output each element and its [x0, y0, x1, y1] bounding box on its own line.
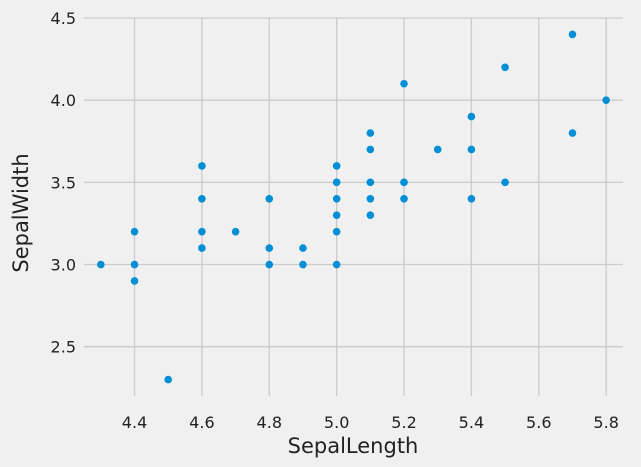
x-tick-label: 4.6 [189, 413, 214, 432]
data-point [265, 260, 274, 269]
y-tick-label: 3.5 [51, 173, 76, 192]
x-tick-label: 4.4 [122, 413, 147, 432]
data-point [400, 79, 408, 88]
data-point [198, 194, 206, 203]
data-point [400, 194, 408, 203]
data-point [198, 244, 206, 252]
data-point [198, 227, 206, 236]
grid-lines [84, 17, 623, 396]
y-axis-label: SepalWidth [9, 153, 33, 272]
data-point [332, 194, 341, 203]
data-point [130, 277, 139, 285]
y-tick-label: 2.5 [51, 338, 76, 357]
data-point [366, 145, 375, 154]
x-tick-label: 5.4 [459, 413, 484, 432]
x-axis-ticks: 4.4 4.6 4.8 5.0 5.2 5.4 5.6 5.8 [122, 413, 619, 432]
data-point [366, 178, 375, 187]
y-tick-label: 4.5 [51, 9, 76, 28]
data-point [97, 260, 105, 269]
data-point [332, 178, 341, 187]
data-point [164, 375, 173, 384]
x-axis-label: SepalLength [288, 434, 419, 458]
data-point [265, 194, 274, 203]
data-point [400, 178, 408, 187]
y-tick-label: 3.0 [51, 256, 76, 275]
data-point [467, 145, 476, 154]
data-point [299, 260, 307, 269]
data-points [97, 30, 610, 384]
y-tick-label: 4.0 [51, 91, 76, 110]
data-point [366, 211, 375, 220]
data-point [231, 227, 240, 236]
x-tick-label: 5.6 [526, 413, 551, 432]
data-point [433, 145, 442, 154]
data-point [265, 244, 274, 252]
x-tick-label: 5.0 [324, 413, 349, 432]
data-point [332, 162, 341, 170]
data-point [366, 129, 375, 137]
data-point [501, 63, 509, 72]
x-tick-label: 5.2 [391, 413, 416, 432]
data-point [130, 260, 139, 269]
data-point [467, 194, 476, 203]
data-point [501, 178, 509, 187]
data-point [130, 227, 139, 236]
data-point [568, 129, 577, 137]
data-point [467, 112, 476, 121]
data-point [299, 244, 307, 252]
data-point [602, 96, 610, 104]
data-point [198, 162, 206, 170]
data-point [332, 227, 341, 236]
data-point [568, 30, 577, 39]
data-point [366, 194, 375, 203]
x-tick-label: 4.8 [257, 413, 282, 432]
data-point [332, 211, 341, 220]
data-point [332, 260, 341, 269]
x-tick-label: 5.8 [593, 413, 618, 432]
y-axis-ticks: 2.5 3.0 3.5 4.0 4.5 [51, 9, 76, 357]
